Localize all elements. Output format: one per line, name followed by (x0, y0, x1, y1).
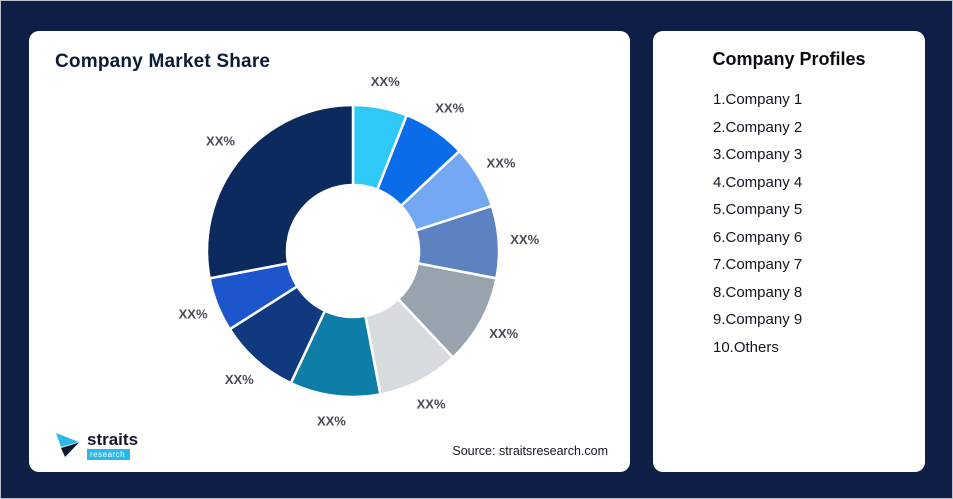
donut-chart-svg: XX% XX% XX% XX% XX% XX% XX% XX% XX% XX% (179, 74, 540, 429)
logo-text-block: straits research (87, 431, 138, 460)
slice-label: XX% (417, 396, 446, 411)
straits-research-logo: straits research (55, 430, 138, 460)
slice-label: XX% (225, 372, 254, 387)
straits-arrow-icon (56, 433, 79, 457)
list-item: 1.Company 1 (713, 91, 803, 108)
list-item: 8.Company 8 (713, 283, 803, 301)
list-item: 6.Company 6 (713, 228, 803, 246)
slice-label: XX% (179, 306, 208, 321)
slice-label: XX% (435, 101, 464, 116)
source-text: Source: straitsresearch.com (452, 444, 608, 458)
donut-segment-others (205, 103, 355, 280)
slice-label: XX% (317, 414, 346, 429)
company-profiles-card: Company Profiles 1.Company 1 2.Company 2… (653, 31, 925, 472)
profiles-list: 1.Company 1 2.Company 2 3.Company 3 4.Co… (653, 86, 925, 361)
list-item: 3.Company 3 (713, 146, 803, 163)
profiles-title: Company Profiles (712, 49, 866, 69)
list-item: 10.Others (713, 338, 779, 356)
list-item: 4.Company 4 (713, 173, 803, 191)
list-item: 5.Company 5 (713, 201, 803, 218)
slice-label: XX% (371, 74, 400, 89)
chart-title: Company Market Share (55, 51, 271, 72)
list-item: 7.Company 7 (713, 256, 803, 273)
slice-label: XX% (206, 133, 235, 148)
slice-label: XX% (489, 326, 518, 341)
market-share-card: Company Market Share XX% XX% XX% XX% XX% XX% X… (29, 31, 630, 472)
list-item: 2.Company 2 (713, 118, 803, 136)
logo-name: straits (87, 429, 139, 449)
slice-label: XX% (487, 155, 516, 170)
list-item: 9.Company 9 (713, 311, 803, 328)
slice-label: XX% (510, 232, 539, 247)
logo-subtitle: research (87, 448, 131, 460)
